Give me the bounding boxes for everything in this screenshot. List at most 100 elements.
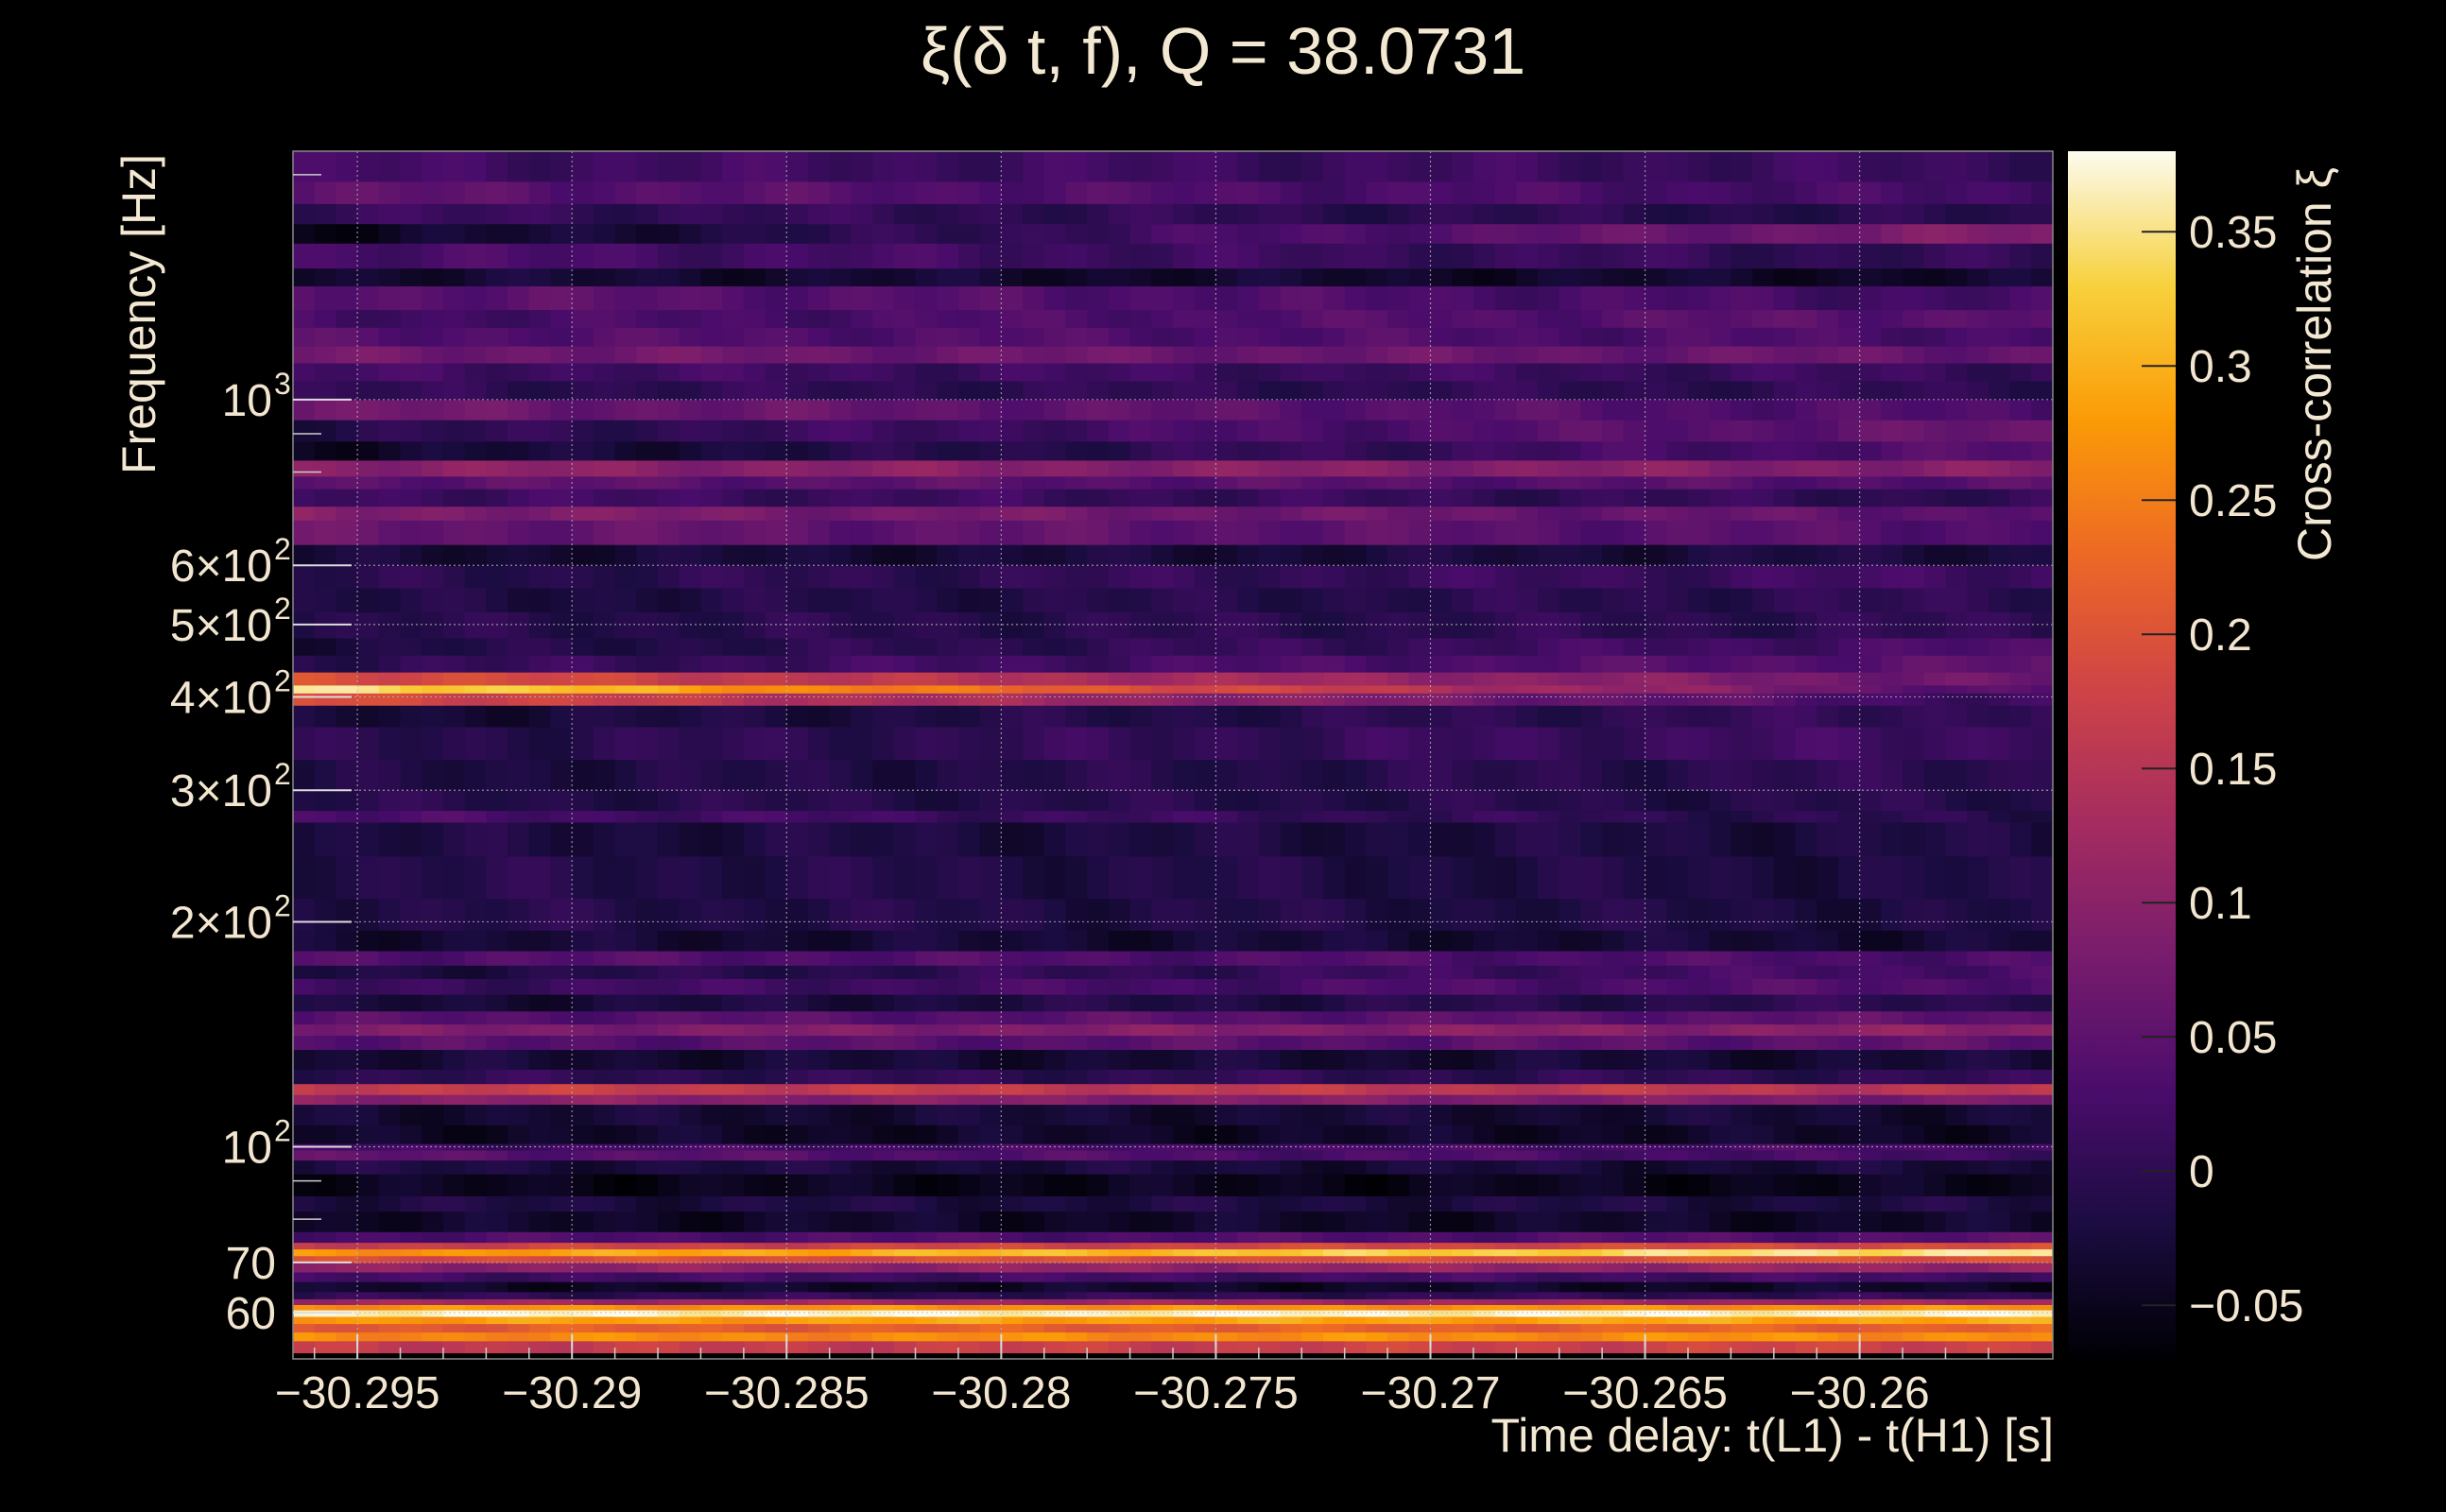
heatmap-cell — [1988, 1271, 2011, 1282]
heatmap-cell — [1516, 726, 1539, 761]
heatmap-cell — [1945, 672, 1968, 686]
heatmap-cell — [1817, 1035, 1839, 1051]
heatmap-cell — [743, 930, 767, 952]
heatmap-cell — [357, 1262, 380, 1273]
heatmap-cell — [422, 978, 444, 995]
heatmap-cell — [1988, 1323, 2011, 1333]
heatmap-cell — [442, 1083, 466, 1095]
heatmap-cell — [1215, 587, 1238, 612]
heatmap-cell — [572, 790, 594, 812]
heatmap-cell — [1387, 459, 1410, 477]
heatmap-cell — [743, 994, 767, 1012]
heatmap-cell — [464, 489, 487, 507]
heatmap-cell — [722, 1023, 745, 1037]
heatmap-cell — [1366, 1160, 1388, 1175]
heatmap-cell — [1859, 790, 1882, 812]
heatmap-cell — [1087, 1149, 1110, 1161]
heatmap-cell — [1923, 1231, 1947, 1244]
heatmap-cell — [400, 637, 422, 656]
heatmap-cell — [1452, 930, 1474, 952]
heatmap-cell — [2031, 1211, 2053, 1232]
heatmap-cell — [1881, 684, 1903, 694]
heatmap-cell — [937, 790, 959, 812]
heatmap-cell — [636, 1160, 659, 1175]
heatmap-cell — [1173, 693, 1196, 706]
heatmap-cell — [1903, 420, 1925, 442]
heatmap-cell — [1945, 506, 1968, 521]
heatmap-cell — [1366, 1083, 1388, 1095]
heatmap-cell — [1516, 1094, 1539, 1106]
heatmap-cell — [1859, 672, 1882, 686]
heatmap-cell — [851, 1149, 873, 1161]
heatmap-cell — [400, 520, 422, 545]
heatmap-cell — [1709, 380, 1731, 401]
heatmap-cell — [915, 1010, 938, 1025]
heatmap-cell — [336, 587, 358, 612]
heatmap-cell — [593, 1291, 616, 1299]
heatmap-cell — [1967, 420, 1990, 442]
heatmap-cell — [1580, 459, 1603, 477]
heatmap-cell — [1258, 994, 1282, 1012]
heatmap-cell — [743, 1094, 767, 1106]
heatmap-cell — [1473, 655, 1496, 673]
heatmap-cell — [1903, 672, 1925, 686]
heatmap-cell — [765, 1083, 787, 1095]
heatmap-cell — [1237, 475, 1260, 490]
heatmap-cell — [1387, 1340, 1410, 1354]
heatmap-cell — [915, 810, 938, 823]
heatmap-cell — [1773, 1069, 1797, 1085]
heatmap-cell — [464, 1231, 487, 1244]
heatmap-cell — [1430, 1332, 1453, 1342]
heatmap-cell — [1837, 1262, 1861, 1273]
heatmap-cell — [1452, 726, 1474, 761]
heatmap-cell — [636, 684, 659, 694]
heatmap-cell — [1666, 1255, 1689, 1263]
heatmap-cell — [1559, 1035, 1582, 1051]
heatmap-cell — [528, 759, 552, 791]
heatmap-cell — [658, 978, 680, 995]
heatmap-cell — [293, 459, 316, 477]
heatmap-cell — [550, 684, 573, 694]
heatmap-cell — [1516, 1010, 1539, 1025]
heatmap-cell — [400, 1231, 422, 1244]
heatmap-cell — [1881, 475, 1903, 490]
heatmap-cell — [1881, 978, 1903, 995]
heatmap-cell — [658, 855, 680, 900]
heatmap-cell — [786, 380, 809, 401]
heatmap-cell — [2009, 1298, 2032, 1305]
heatmap-cell — [1344, 380, 1367, 401]
heatmap-cell — [1173, 1298, 1196, 1305]
heatmap-cell — [314, 790, 337, 812]
heatmap-cell — [807, 1211, 831, 1232]
heatmap-cell — [1923, 790, 1947, 812]
heatmap-cell — [400, 994, 422, 1012]
heatmap-cell — [1344, 1298, 1367, 1305]
heatmap-cell — [1773, 1160, 1797, 1175]
heatmap-cell — [1903, 1125, 1925, 1144]
heatmap-cell — [378, 1262, 402, 1273]
heatmap-cell — [293, 693, 316, 706]
heatmap-cell — [1859, 994, 1882, 1012]
heatmap-cell — [937, 684, 959, 694]
heatmap-cell — [486, 1291, 508, 1299]
heatmap-cell — [872, 420, 895, 442]
heatmap-cell — [400, 790, 422, 812]
heatmap-cell — [1408, 1094, 1432, 1106]
heatmap-cell — [1194, 1281, 1217, 1293]
heatmap-cell — [1151, 475, 1174, 490]
heatmap-cell — [1065, 1143, 1088, 1151]
heatmap-cell — [829, 1315, 852, 1325]
heatmap-cell — [1043, 1298, 1067, 1305]
heatmap-cell — [743, 950, 767, 966]
heatmap-cell — [1344, 810, 1367, 823]
heatmap-cell — [1366, 726, 1388, 761]
heatmap-cell — [1151, 950, 1174, 966]
heatmap-cell — [851, 1332, 873, 1342]
heatmap-cell — [593, 1023, 616, 1037]
heatmap-cell — [1559, 726, 1582, 761]
heatmap-cell — [336, 565, 358, 589]
heatmap-cell — [1516, 440, 1539, 461]
heatmap-cell — [851, 978, 873, 995]
heatmap-cell — [1344, 855, 1367, 900]
heatmap-cell — [486, 855, 508, 900]
